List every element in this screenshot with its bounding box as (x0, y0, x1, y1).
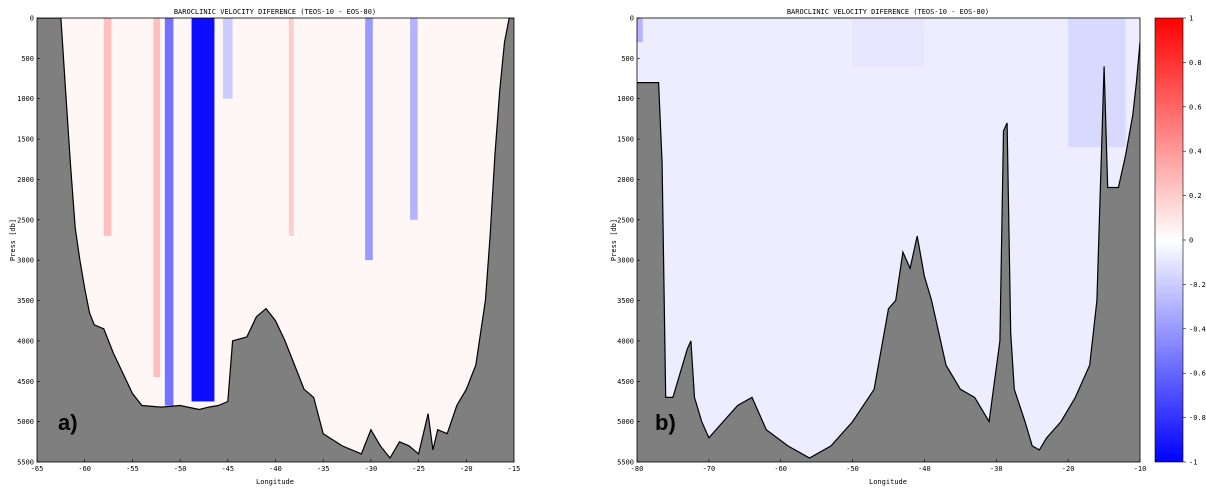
panel-b-ylabel: Press [db] (610, 219, 618, 261)
panel-a-letter: a) (58, 410, 78, 435)
colorbar-tick-label: 0 (1189, 237, 1193, 245)
panel-a-ylabel: Press [db] (9, 219, 17, 261)
x-tick-label: -80 (631, 465, 644, 473)
panel-b-bathymetry (637, 42, 1140, 462)
velocity-anomaly-band (410, 18, 418, 220)
colorbar-tick-label: 1 (1189, 15, 1193, 23)
panel-b-title: BAROCLINIC VELOCITY DIFERENCE (TEOS-10 -… (787, 8, 989, 16)
y-tick-label: 2500 (617, 216, 634, 224)
y-tick-label: 4000 (617, 337, 634, 345)
velocity-anomaly-band (288, 18, 294, 236)
colorbar-tick-label: 0.8 (1189, 59, 1202, 67)
seafloor (637, 42, 1140, 462)
y-tick-label: 5500 (17, 459, 34, 467)
x-tick-label: -20 (1062, 465, 1075, 473)
y-tick-label: 3500 (617, 297, 634, 305)
panel-b-frame (636, 17, 1141, 463)
colorbar: 1 0.8 0.6 0.4 0.2 0 -0.2 -0.4 -0.6 -0.8 -1 (1154, 15, 1206, 467)
panel-b-xlabel: Longitude (869, 478, 907, 486)
x-tick-label: -60 (774, 465, 787, 473)
x-tick-label: -20 (460, 465, 473, 473)
x-tick-label: -40 (269, 465, 282, 473)
panel-a-velocity-field (103, 18, 418, 406)
velocity-anomaly-band (223, 18, 233, 99)
panel-a-bathymetry (37, 18, 514, 462)
y-tick-label: 1000 (17, 95, 34, 103)
y-tick-label: 4500 (617, 378, 634, 386)
colorbar-tick-label: -0.2 (1189, 281, 1206, 289)
x-tick-label: -65 (31, 465, 44, 473)
y-tick-label: 0 (30, 15, 34, 23)
colorbar-ticks: 1 0.8 0.6 0.4 0.2 0 -0.2 -0.4 -0.6 -0.8 -1 (1183, 15, 1206, 467)
x-tick-label: -30 (365, 465, 378, 473)
y-tick-label: 500 (621, 55, 634, 63)
y-tick-label: 3000 (617, 257, 634, 265)
y-tick-label: 3500 (17, 297, 34, 305)
colorbar-tick-label: -0.8 (1189, 414, 1206, 422)
x-tick-label: -50 (174, 465, 187, 473)
y-tick-label: 1000 (617, 95, 634, 103)
x-tick-label: -35 (317, 465, 330, 473)
x-tick-label: -25 (412, 465, 425, 473)
panel-b-letter: b) (655, 410, 676, 435)
x-tick-label: -45 (221, 465, 234, 473)
seafloor (37, 18, 514, 462)
velocity-anomaly-band (164, 18, 174, 406)
panel-b-ticks: -80 -70 -60 -50 -40 -30 -20 -10 0 500 1000 1500 2000… (617, 15, 1146, 474)
colorbar-ramp (1154, 17, 1184, 463)
y-tick-label: 3000 (17, 257, 34, 265)
seafloor-outline (37, 18, 514, 460)
velocity-anomaly-band (637, 18, 643, 43)
y-tick-label: 2000 (617, 176, 634, 184)
y-tick-label: 5000 (617, 418, 634, 426)
colorbar-tick-label: 0.2 (1189, 192, 1202, 200)
x-tick-label: -30 (990, 465, 1003, 473)
y-tick-label: 4000 (17, 337, 34, 345)
x-tick-label: -40 (918, 465, 931, 473)
x-tick-label: -70 (703, 465, 716, 473)
y-tick-label: 2500 (17, 216, 34, 224)
colorbar-tick-label: -1 (1189, 459, 1197, 467)
velocity-anomaly-band (103, 18, 112, 236)
colorbar-tick-label: -0.4 (1189, 325, 1206, 333)
x-tick-label: -15 (508, 465, 521, 473)
velocity-anomaly-band (191, 18, 215, 402)
y-tick-label: 1500 (17, 136, 34, 144)
velocity-anomaly-band (365, 18, 373, 261)
velocity-anomaly-band (1068, 18, 1126, 148)
y-tick-label: 2000 (17, 176, 34, 184)
panel-a-ticks: -65 -60 -55 -50 -45 -40 -35 -30 -25 -20 -15 0 500 100… (17, 15, 520, 474)
panel-a: BAROCLINIC VELOCITY DIFERENCE (TEOS-10 -… (9, 8, 520, 486)
panel-a-title: BAROCLINIC VELOCITY DIFERENCE (TEOS-10 -… (174, 8, 376, 16)
colorbar-tick-label: -0.6 (1189, 370, 1206, 378)
y-tick-label: 500 (21, 55, 34, 63)
y-tick-label: 1500 (617, 136, 634, 144)
x-tick-label: -50 (846, 465, 859, 473)
y-tick-label: 4500 (17, 378, 34, 386)
x-tick-label: -55 (126, 465, 139, 473)
y-tick-label: 5500 (617, 459, 634, 467)
colorbar-tick-label: 0.6 (1189, 103, 1202, 111)
y-tick-label: 5000 (17, 418, 34, 426)
panel-b-velocity-field (637, 18, 1126, 148)
x-tick-label: -10 (1134, 465, 1147, 473)
y-tick-label: 0 (630, 15, 634, 23)
panel-a-xlabel: Longitude (256, 478, 294, 486)
colorbar-tick-label: 0.4 (1189, 148, 1202, 156)
seafloor-outline (637, 42, 1140, 459)
velocity-anomaly-band (153, 18, 161, 378)
x-tick-label: -60 (78, 465, 91, 473)
panel-b: BAROCLINIC VELOCITY DIFERENCE (TEOS-10 -… (610, 8, 1146, 486)
velocity-anomaly-band (852, 18, 925, 67)
